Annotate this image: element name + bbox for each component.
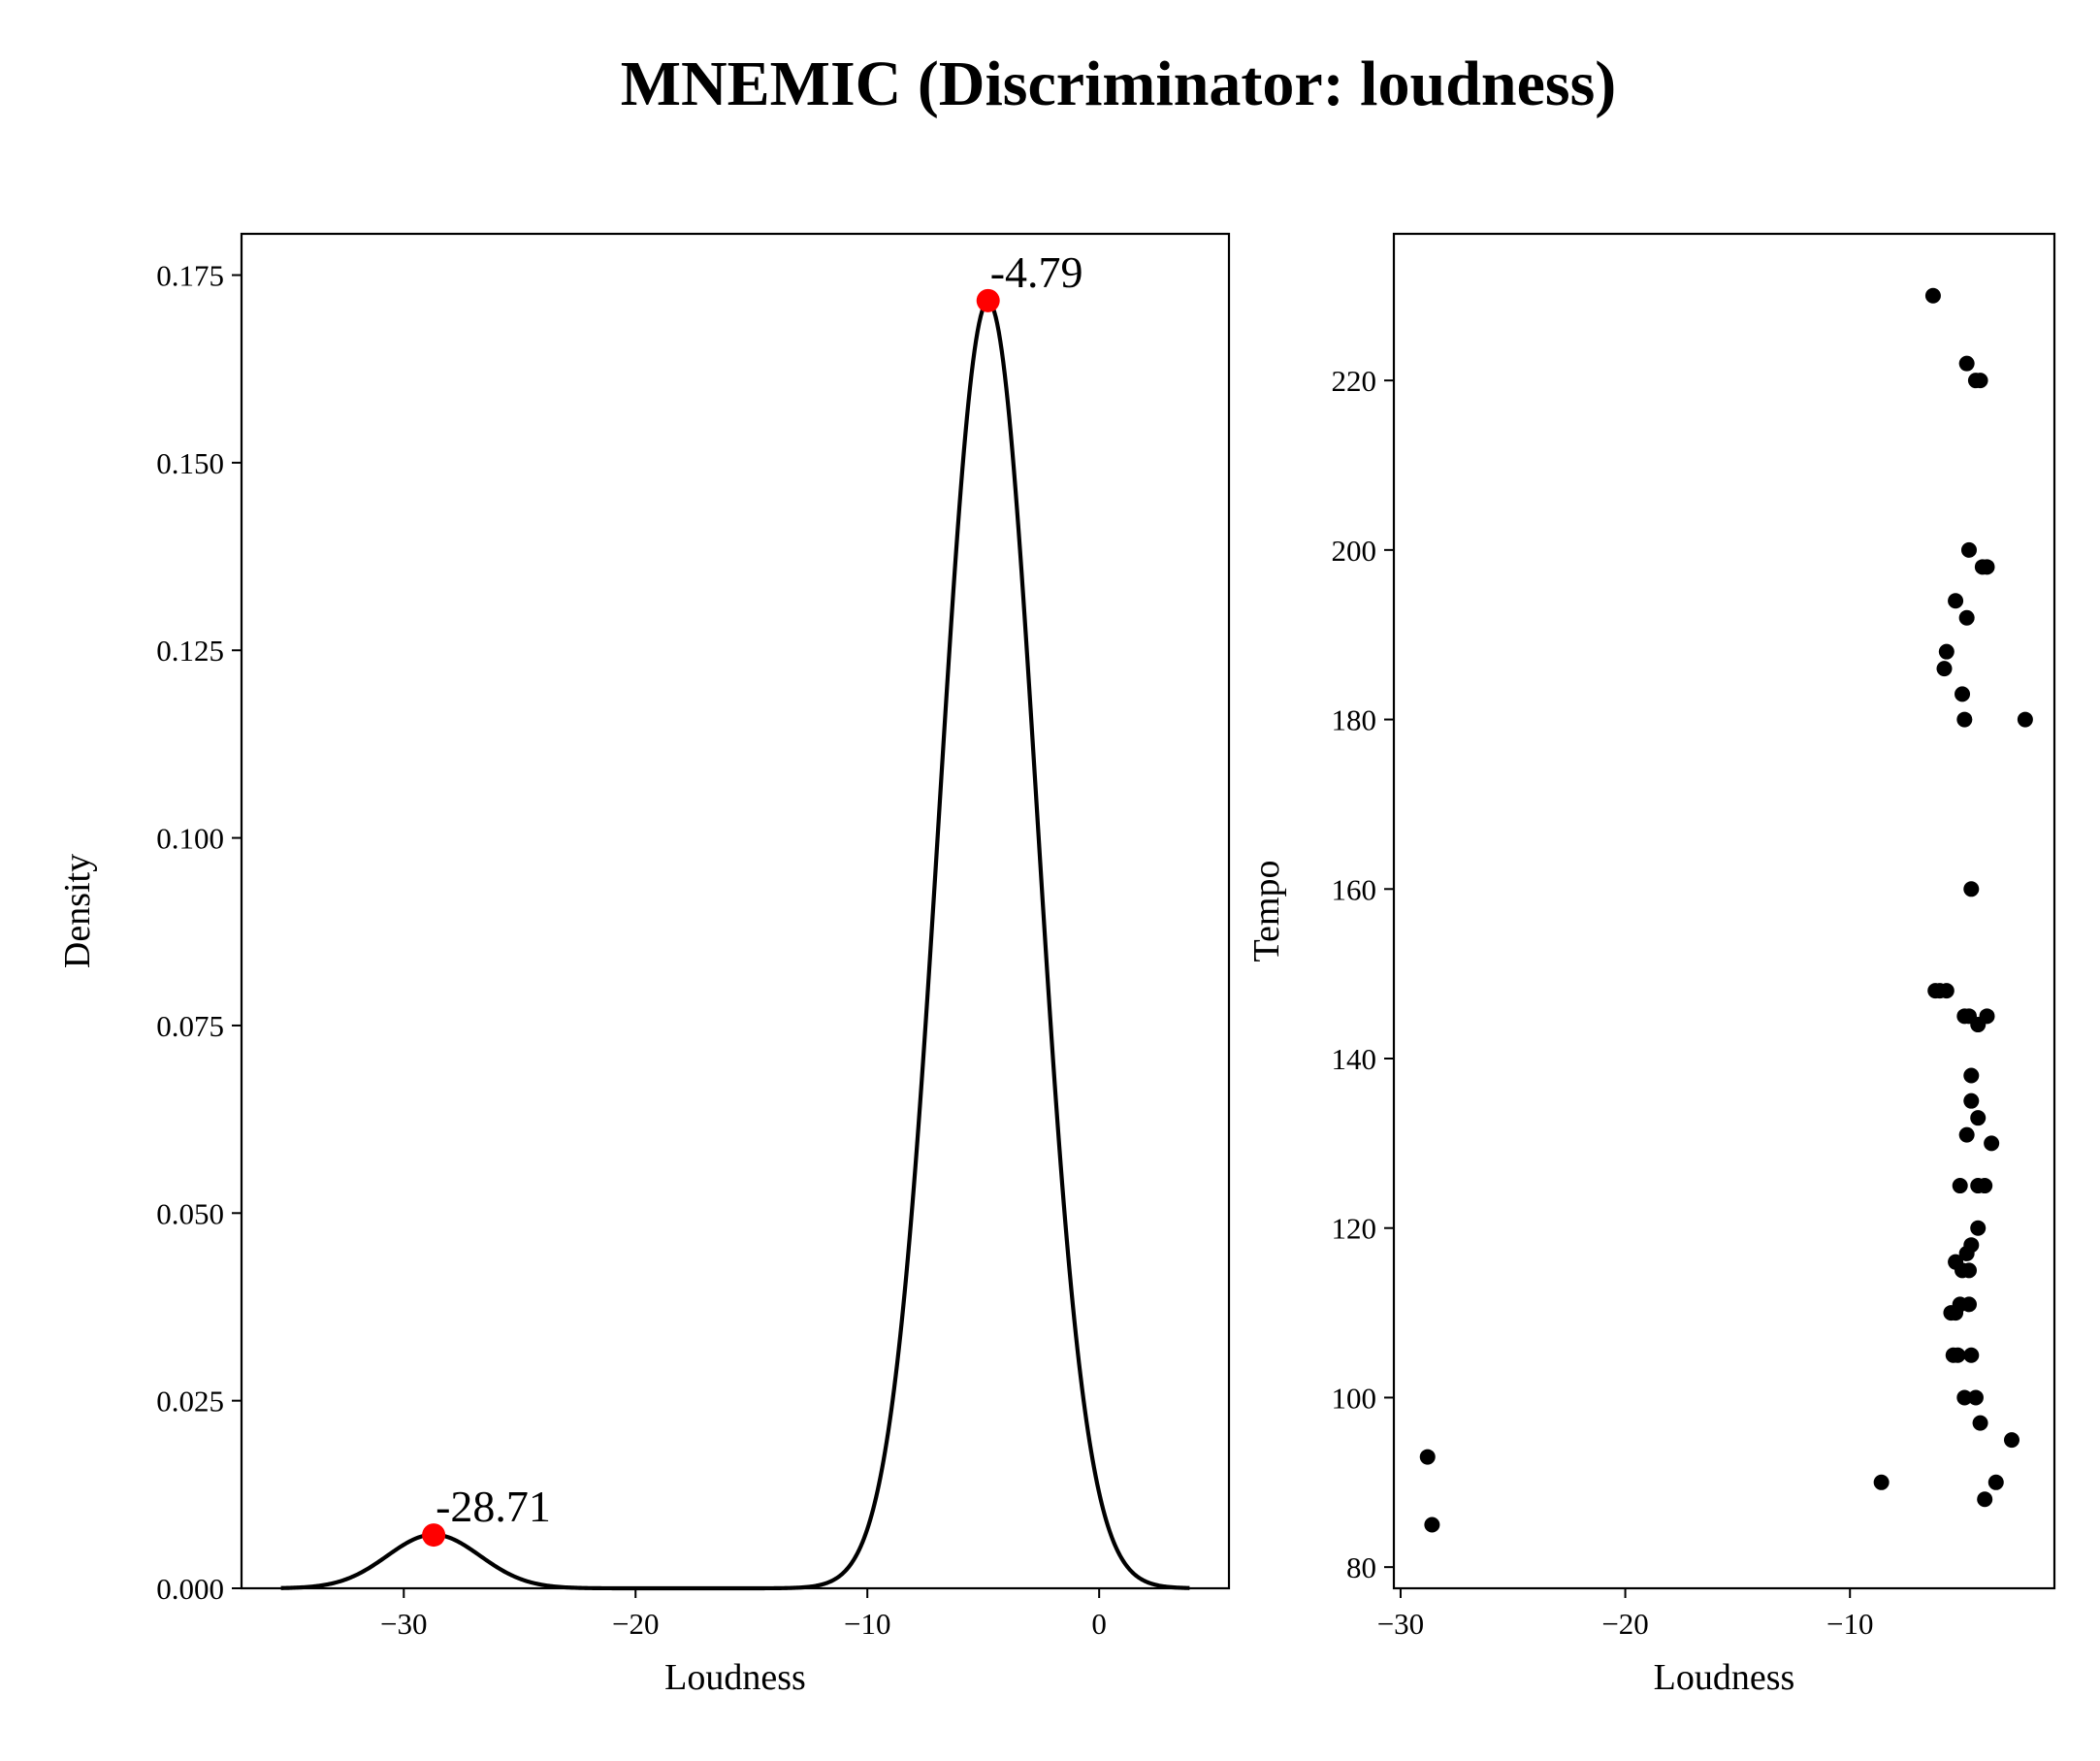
- scatter-plot: −30 −20 −10 80 100 120 140 160 180 200 220 Loudnes…: [1246, 234, 2054, 1698]
- scatter-point: [1963, 1348, 1979, 1363]
- scatter-point: [1961, 542, 1977, 558]
- scatter-point: [1939, 983, 1955, 998]
- scatter-point: [1874, 1475, 1890, 1490]
- scatter-x-tick-label: −10: [1826, 1607, 1873, 1641]
- scatter-y-tick-label: 160: [1332, 872, 1377, 906]
- scatter-y-tick-label: 180: [1332, 703, 1377, 737]
- scatter-point: [1925, 288, 1941, 304]
- scatter-point: [1963, 881, 1979, 897]
- density-y-tick-label: 0.100: [156, 822, 224, 856]
- scatter-point: [1988, 1475, 2004, 1490]
- peak-label: -4.79: [990, 247, 1083, 297]
- density-plot: −30 −20 −10 0 0.000 0.025 0.050 0.075 0.100 0.125…: [57, 234, 1229, 1698]
- peak-label: -28.71: [436, 1482, 551, 1531]
- density-y-tick-label: 0.050: [156, 1196, 224, 1230]
- scatter-plot-ticks: −30 −20 −10 80 100 120 140 160 180 200 220: [1332, 364, 1874, 1641]
- scatter-plot-frame: [1394, 234, 2054, 1588]
- density-y-tick-label: 0.150: [156, 446, 224, 480]
- figure-title: MNEMIC (Discriminator: loudness): [621, 49, 1617, 119]
- scatter-point: [1970, 1221, 1986, 1236]
- scatter-point: [1961, 1296, 1977, 1312]
- scatter-point: [2004, 1432, 2019, 1448]
- scatter-y-tick-label: 100: [1332, 1381, 1377, 1415]
- scatter-x-tick-label: −20: [1601, 1607, 1648, 1641]
- scatter-point: [1980, 1008, 1995, 1024]
- density-y-axis-label: Density: [57, 854, 98, 968]
- density-y-tick-label: 0.000: [156, 1572, 224, 1606]
- scatter-point: [1939, 644, 1955, 660]
- scatter-point: [1973, 373, 1988, 388]
- scatter-points: [1420, 288, 2033, 1533]
- scatter-point: [1963, 1093, 1979, 1109]
- scatter-point: [1420, 1450, 1436, 1465]
- scatter-y-tick-label: 80: [1346, 1550, 1376, 1584]
- scatter-point: [1948, 593, 1963, 608]
- scatter-point: [1968, 1389, 1984, 1405]
- density-x-tick-label: −10: [844, 1607, 890, 1641]
- scatter-point: [1956, 712, 1972, 728]
- density-x-tick-label: 0: [1091, 1607, 1107, 1641]
- scatter-y-axis-label: Tempo: [1246, 861, 1287, 962]
- density-y-tick-label: 0.125: [156, 634, 224, 668]
- scatter-x-axis-label: Loudness: [1654, 1657, 1795, 1698]
- scatter-point: [1959, 356, 1975, 372]
- scatter-point: [1959, 610, 1975, 626]
- scatter-point: [1977, 1491, 1992, 1507]
- scatter-y-tick-label: 120: [1332, 1212, 1377, 1246]
- scatter-point: [1961, 1262, 1977, 1278]
- scatter-point: [1953, 1178, 1968, 1193]
- scatter-point: [1973, 1416, 1988, 1431]
- density-y-tick-label: 0.075: [156, 1009, 224, 1043]
- scatter-point: [2018, 712, 2033, 728]
- scatter-point: [1970, 1110, 1986, 1125]
- scatter-point: [1963, 1067, 1979, 1083]
- density-curve: [281, 302, 1190, 1588]
- scatter-point: [1943, 1305, 1958, 1321]
- density-x-tick-label: −30: [380, 1607, 427, 1641]
- scatter-point: [1955, 686, 1970, 701]
- scatter-point: [1977, 1178, 1992, 1193]
- scatter-point: [1984, 1135, 1999, 1151]
- scatter-point: [1980, 559, 1995, 574]
- scatter-point: [1937, 661, 1953, 676]
- scatter-y-tick-label: 140: [1332, 1042, 1377, 1076]
- scatter-y-tick-label: 200: [1332, 534, 1377, 568]
- density-y-tick-label: 0.025: [156, 1385, 224, 1419]
- density-y-tick-label: 0.175: [156, 259, 224, 293]
- scatter-point: [1959, 1127, 1975, 1143]
- density-x-tick-label: −20: [612, 1607, 659, 1641]
- scatter-y-tick-label: 220: [1332, 364, 1377, 398]
- scatter-point: [1950, 1348, 1965, 1363]
- density-x-axis-label: Loudness: [664, 1657, 806, 1698]
- scatter-point: [1424, 1516, 1439, 1532]
- density-peaks: -28.71 -4.79: [422, 247, 1082, 1547]
- scatter-x-tick-label: −30: [1377, 1607, 1424, 1641]
